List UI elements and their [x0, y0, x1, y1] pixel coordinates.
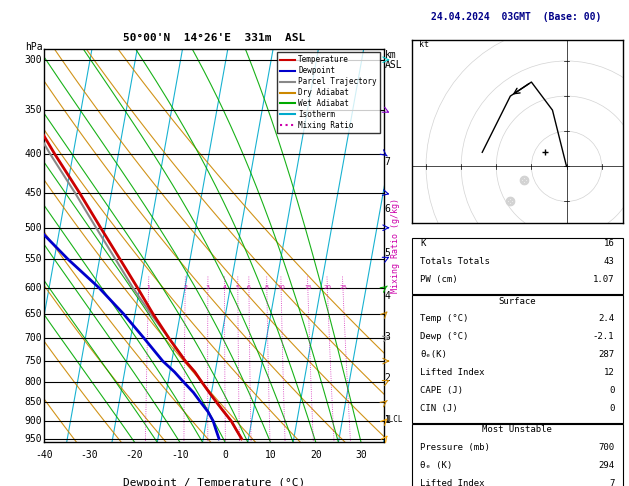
Text: 1: 1	[147, 285, 150, 291]
Text: 50°00'N  14°26'E  331m  ASL: 50°00'N 14°26'E 331m ASL	[123, 33, 305, 43]
Text: 300: 300	[25, 55, 42, 65]
Text: 1.07: 1.07	[593, 275, 615, 284]
Text: 350: 350	[25, 105, 42, 116]
Text: Surface: Surface	[499, 296, 536, 306]
Text: 4: 4	[384, 291, 391, 301]
Text: Totals Totals: Totals Totals	[420, 257, 490, 266]
Text: 8: 8	[265, 285, 269, 291]
Text: 0: 0	[222, 451, 228, 460]
Text: PW (cm): PW (cm)	[420, 275, 458, 284]
Text: 500: 500	[25, 223, 42, 233]
Text: 4: 4	[223, 285, 226, 291]
Text: 20: 20	[323, 285, 331, 291]
Text: Dewp (°C): Dewp (°C)	[420, 332, 469, 341]
Text: 5: 5	[236, 285, 240, 291]
Text: 2.4: 2.4	[598, 314, 615, 324]
Text: 600: 600	[25, 283, 42, 293]
Text: Most Unstable: Most Unstable	[482, 425, 552, 434]
Text: 0: 0	[609, 404, 615, 413]
Text: 650: 650	[25, 309, 42, 319]
Text: 10: 10	[265, 451, 276, 460]
Text: Lifted Index: Lifted Index	[420, 479, 485, 486]
Text: -2.1: -2.1	[593, 332, 615, 341]
Text: Dewpoint / Temperature (°C): Dewpoint / Temperature (°C)	[123, 478, 305, 486]
Text: Temp (°C): Temp (°C)	[420, 314, 469, 324]
Text: 3: 3	[206, 285, 210, 291]
Text: hPa: hPa	[25, 42, 43, 52]
Legend: Temperature, Dewpoint, Parcel Trajectory, Dry Adiabat, Wet Adiabat, Isotherm, Mi: Temperature, Dewpoint, Parcel Trajectory…	[277, 52, 380, 133]
Text: 43: 43	[604, 257, 615, 266]
Text: θₑ (K): θₑ (K)	[420, 461, 453, 470]
Text: -10: -10	[171, 451, 189, 460]
Text: 6: 6	[384, 204, 391, 214]
Text: ASL: ASL	[384, 60, 402, 70]
Text: km: km	[384, 51, 396, 60]
Text: 0: 0	[609, 386, 615, 395]
Text: 700: 700	[598, 443, 615, 452]
Text: 950: 950	[25, 434, 42, 444]
Text: 7: 7	[609, 479, 615, 486]
Bar	[412, 295, 623, 423]
Text: 1: 1	[384, 416, 391, 425]
Text: 1LCL: 1LCL	[384, 415, 403, 424]
Text: Pressure (mb): Pressure (mb)	[420, 443, 490, 452]
Text: CAPE (J): CAPE (J)	[420, 386, 464, 395]
Text: Lifted Index: Lifted Index	[420, 368, 485, 377]
Bar	[412, 424, 623, 486]
Text: 400: 400	[25, 149, 42, 159]
Text: K: K	[420, 240, 426, 248]
Text: 15: 15	[304, 285, 312, 291]
Text: θₑ(K): θₑ(K)	[420, 350, 447, 359]
Text: 10: 10	[277, 285, 285, 291]
Text: 750: 750	[25, 356, 42, 366]
Text: 30: 30	[355, 451, 367, 460]
Text: 900: 900	[25, 416, 42, 426]
Text: 700: 700	[25, 333, 42, 344]
Text: -40: -40	[35, 451, 53, 460]
Text: 450: 450	[25, 188, 42, 198]
Text: 16: 16	[604, 240, 615, 248]
Text: 3: 3	[384, 331, 391, 342]
Text: 2: 2	[384, 373, 391, 383]
Text: 6: 6	[247, 285, 251, 291]
Text: 12: 12	[604, 368, 615, 377]
Text: 287: 287	[598, 350, 615, 359]
Text: 294: 294	[598, 461, 615, 470]
Text: 24.04.2024  03GMT  (Base: 00): 24.04.2024 03GMT (Base: 00)	[431, 12, 601, 22]
Text: 20: 20	[310, 451, 321, 460]
Text: 5: 5	[384, 248, 391, 258]
Text: 800: 800	[25, 377, 42, 387]
Text: 7: 7	[384, 157, 391, 168]
Text: 850: 850	[25, 397, 42, 407]
Text: CIN (J): CIN (J)	[420, 404, 458, 413]
Text: 2: 2	[183, 285, 187, 291]
Text: -20: -20	[126, 451, 143, 460]
Text: Mixing Ratio (g/kg): Mixing Ratio (g/kg)	[391, 198, 399, 293]
Text: 550: 550	[25, 254, 42, 264]
Text: 25: 25	[339, 285, 347, 291]
Text: kt: kt	[419, 40, 429, 49]
Text: -30: -30	[81, 451, 98, 460]
Bar	[412, 238, 623, 294]
